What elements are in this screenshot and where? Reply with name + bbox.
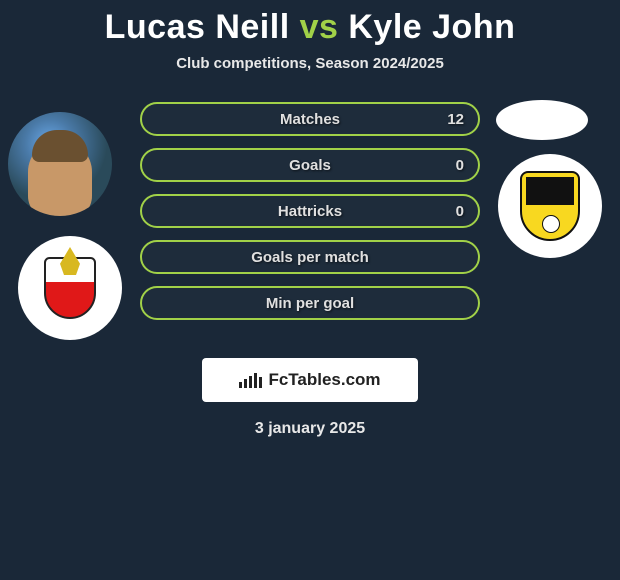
player2-avatar [496,100,588,140]
stat-label: Goals [142,157,478,174]
stat-label: Hattricks [142,203,478,220]
stat-right-value: 12 [444,111,464,128]
player1-club-badge [18,236,122,340]
player1-avatar [8,112,112,216]
player2-club-badge [498,154,602,258]
vs-separator: vs [300,8,339,46]
stat-row-min-per-goal: Min per goal [140,286,480,320]
stat-row-goals: Goals 0 [140,148,480,182]
comparison-panel: Matches 12 Goals 0 Hattricks 0 Goals per… [0,92,620,352]
bar-chart-icon [239,373,262,388]
stat-label: Goals per match [142,249,478,266]
subtitle: Club competitions, Season 2024/2025 [0,55,620,72]
stat-label: Matches [142,111,478,128]
fctables-text: FcTables.com [268,370,380,390]
date-label: 3 january 2025 [0,420,620,438]
stat-row-goals-per-match: Goals per match [140,240,480,274]
player2-name: Kyle John [348,8,515,46]
page-title: Lucas Neill vs Kyle John [0,0,620,47]
stat-right-value: 0 [444,203,464,220]
stat-right-value: 0 [444,157,464,174]
stat-rows: Matches 12 Goals 0 Hattricks 0 Goals per… [140,102,480,332]
fctables-badge: FcTables.com [202,358,418,402]
stat-label: Min per goal [142,295,478,312]
stat-row-hattricks: Hattricks 0 [140,194,480,228]
stat-row-matches: Matches 12 [140,102,480,136]
player1-name: Lucas Neill [105,8,290,46]
